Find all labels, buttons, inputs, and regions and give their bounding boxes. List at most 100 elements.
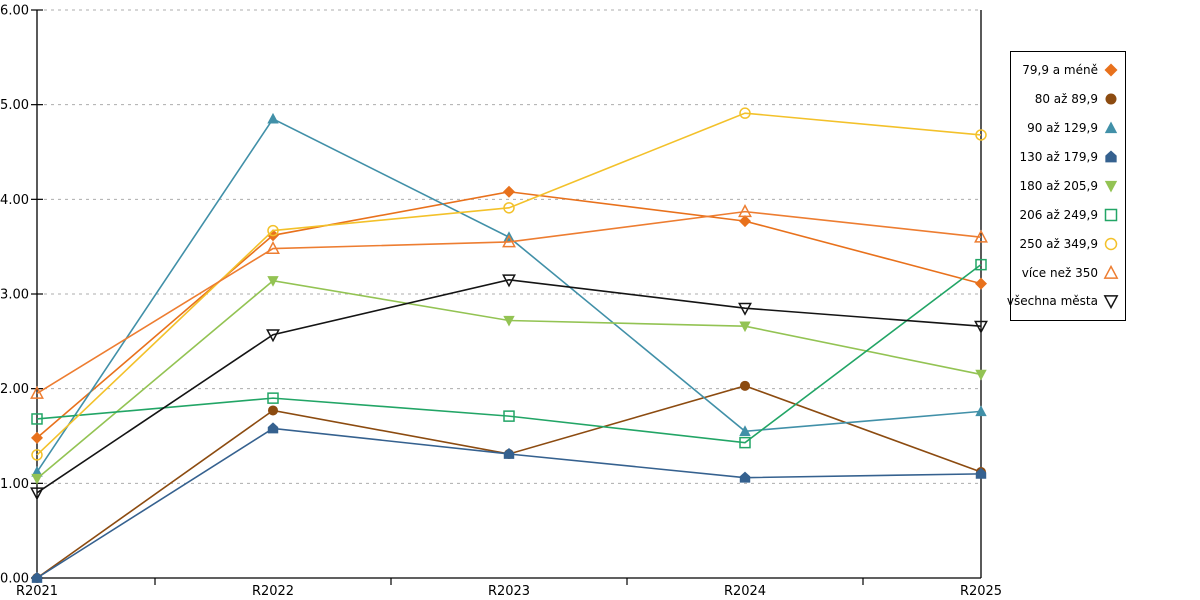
marker-pentagon-filled bbox=[503, 447, 515, 459]
marker-square-open bbox=[1104, 208, 1118, 222]
diamond-filled-legend-icon bbox=[1104, 63, 1118, 77]
y-tick-label: 5.00 bbox=[0, 98, 29, 113]
legend-item-label: 130 až 179,9 bbox=[1019, 150, 1098, 165]
marker-triangle-up-open bbox=[738, 204, 752, 218]
marker-triangle-up-open bbox=[502, 234, 516, 248]
legend-item[interactable]: 80 až 89,9 bbox=[1011, 85, 1125, 113]
legend-item[interactable]: 79,9 a méně bbox=[1011, 56, 1125, 84]
y-tick-label: 3.00 bbox=[0, 288, 29, 303]
legend-item[interactable]: všechna města bbox=[1007, 287, 1125, 315]
triangle-down-open-legend-icon bbox=[1103, 295, 1119, 310]
marker-square-open bbox=[503, 410, 515, 422]
legend-item-label: 206 až 249,9 bbox=[1019, 207, 1098, 222]
series-8 bbox=[30, 204, 988, 399]
y-tick-label: 0.00 bbox=[0, 572, 29, 587]
marker-triangle-down-open bbox=[974, 320, 988, 334]
marker-triangle-up-open bbox=[974, 229, 988, 243]
marker-diamond-filled bbox=[1104, 63, 1118, 77]
marker-pentagon-filled bbox=[31, 572, 43, 583]
legend-item[interactable]: 90 až 129,9 bbox=[1011, 114, 1125, 142]
marker-circle-filled bbox=[268, 405, 278, 416]
legend-item[interactable]: 206 až 249,9 bbox=[1011, 201, 1125, 229]
triangle-up-open-legend-icon bbox=[1103, 264, 1119, 279]
marker-circle-open bbox=[31, 449, 43, 461]
legend-item-label: 79,9 a méně bbox=[1022, 63, 1098, 78]
marker-pentagon-filled bbox=[267, 422, 279, 434]
x-tick-label: R2023 bbox=[488, 584, 530, 599]
circle-filled-legend-icon bbox=[1105, 93, 1117, 105]
y-tick-label: 6.00 bbox=[0, 4, 29, 19]
marker-circle-open bbox=[267, 224, 279, 237]
series-5 bbox=[31, 276, 987, 485]
series-line bbox=[36, 278, 982, 494]
marker-triangle-down-open bbox=[738, 302, 752, 316]
marker-triangle-down-filled bbox=[975, 369, 987, 381]
legend-item-label: více než 350 bbox=[1021, 265, 1098, 280]
y-tick-label: 2.00 bbox=[0, 382, 29, 397]
marker-triangle-up-filled bbox=[975, 405, 987, 417]
marker-triangle-down-filled bbox=[739, 321, 751, 333]
marker-square-open bbox=[267, 392, 279, 404]
series-4 bbox=[31, 422, 987, 583]
marker-triangle-down-filled bbox=[1104, 180, 1118, 193]
marker-square-open bbox=[975, 258, 987, 271]
marker-circle-open bbox=[975, 129, 987, 141]
marker-pentagon-filled bbox=[739, 471, 751, 483]
marker-circle-open bbox=[1104, 237, 1118, 250]
legend-box: 79,9 a méně 80 až 89,9 90 až 129,9 130 až 1… bbox=[1007, 51, 1126, 321]
marker-triangle-down-open bbox=[30, 487, 44, 501]
series-line bbox=[36, 210, 982, 395]
marker-triangle-up-filled bbox=[267, 112, 279, 124]
marker-circle-filled bbox=[740, 380, 750, 391]
legend-item[interactable]: 130 až 179,9 bbox=[1011, 143, 1125, 171]
marker-triangle-down-filled bbox=[503, 315, 515, 327]
marker-circle-open bbox=[739, 107, 751, 119]
marker-diamond-filled bbox=[739, 215, 751, 228]
x-tick-label: R2025 bbox=[960, 584, 1002, 599]
marker-triangle-up-open bbox=[30, 385, 44, 399]
marker-pentagon-filled bbox=[1105, 150, 1117, 163]
legend-item-label: 90 až 129,9 bbox=[1027, 121, 1098, 136]
marker-triangle-up-open bbox=[1103, 264, 1119, 279]
marker-pentagon-filled bbox=[975, 467, 987, 479]
marker-circle-open bbox=[503, 202, 515, 214]
marker-diamond-filled bbox=[975, 277, 987, 290]
triangle-up-filled-legend-icon bbox=[1104, 121, 1118, 134]
y-tick-label: 1.00 bbox=[0, 477, 29, 492]
circle-open-legend-icon bbox=[1104, 237, 1118, 250]
x-tick-label: R2024 bbox=[724, 584, 766, 599]
marker-triangle-up-filled bbox=[739, 425, 751, 436]
series-line bbox=[36, 264, 982, 444]
pentagon-filled-legend-icon bbox=[1105, 150, 1117, 163]
legend-item[interactable]: více než 350 bbox=[1011, 259, 1125, 287]
marker-square-open bbox=[31, 413, 43, 425]
legend-item[interactable]: 180 až 205,9 bbox=[1011, 172, 1125, 200]
series-line bbox=[36, 117, 982, 473]
series-line bbox=[36, 384, 982, 579]
series-6 bbox=[31, 258, 987, 449]
series-line bbox=[36, 112, 982, 456]
square-open-legend-icon bbox=[1104, 208, 1118, 222]
marker-triangle-down-open bbox=[266, 329, 280, 343]
legend-item-label: 180 až 205,9 bbox=[1019, 178, 1098, 193]
marker-triangle-up-open bbox=[266, 240, 280, 254]
marker-square-open bbox=[739, 436, 751, 449]
marker-triangle-down-filled bbox=[31, 473, 43, 485]
y-tick-label: 4.00 bbox=[0, 193, 29, 208]
marker-diamond-filled bbox=[503, 185, 515, 198]
x-tick-label: R2022 bbox=[252, 584, 294, 599]
marker-diamond-filled bbox=[31, 431, 43, 444]
legend-item-label: 250 až 349,9 bbox=[1019, 236, 1098, 251]
triangle-down-filled-legend-icon bbox=[1104, 180, 1118, 193]
legend-item-label: všechna města bbox=[1006, 294, 1098, 309]
series-7 bbox=[31, 107, 987, 461]
series-1 bbox=[31, 185, 987, 444]
series-9 bbox=[30, 274, 988, 501]
marker-triangle-up-filled bbox=[1104, 121, 1118, 134]
legend-item-label: 80 až 89,9 bbox=[1034, 92, 1098, 107]
marker-circle-filled bbox=[1105, 93, 1117, 105]
marker-triangle-down-open bbox=[502, 274, 516, 288]
legend-item[interactable]: 250 až 349,9 bbox=[1011, 230, 1125, 258]
